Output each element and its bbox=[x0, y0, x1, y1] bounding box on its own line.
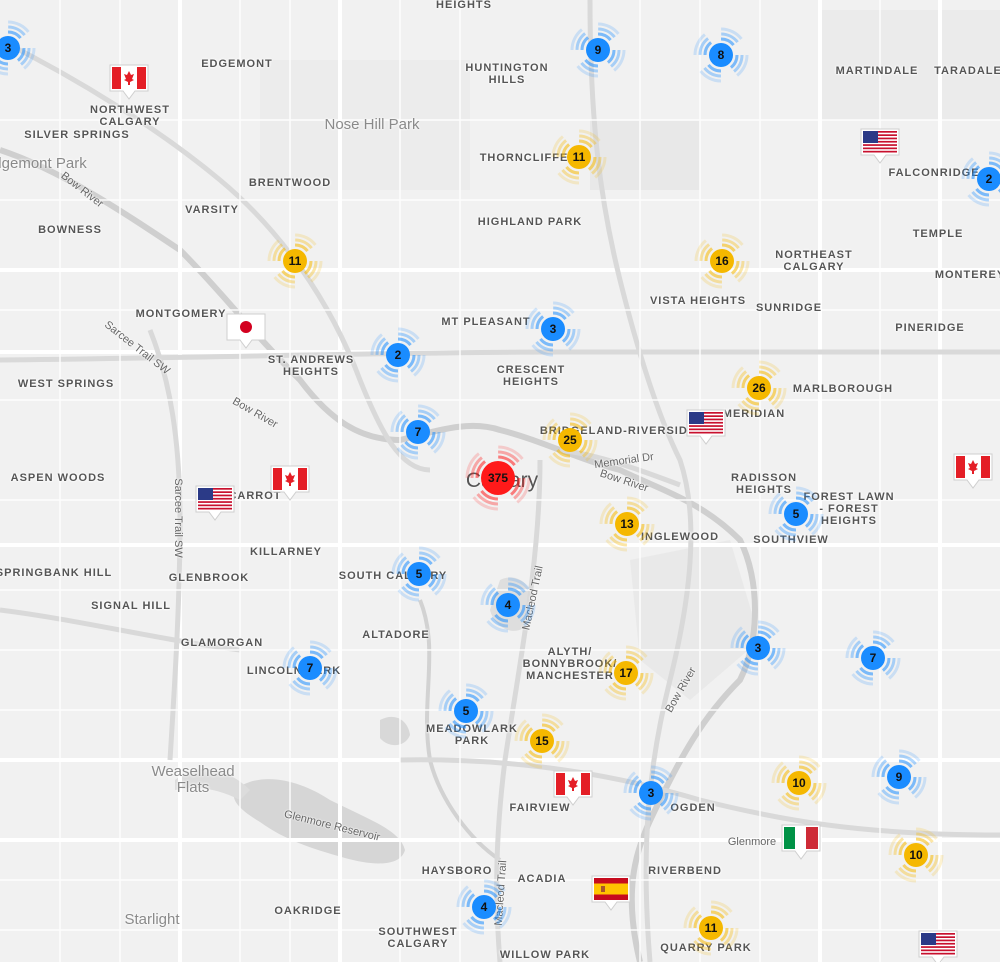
cluster-count: 26 bbox=[752, 381, 766, 395]
flag-marker-italy[interactable] bbox=[781, 824, 821, 866]
cluster-marker[interactable]: 9 bbox=[871, 749, 927, 805]
cluster-count: 15 bbox=[535, 734, 549, 748]
cluster-count: 5 bbox=[462, 704, 470, 718]
cluster-marker[interactable]: 5 bbox=[768, 486, 824, 542]
industrial-area-east bbox=[630, 540, 760, 700]
cluster-count: 3 bbox=[647, 786, 655, 800]
cluster-count: 5 bbox=[792, 507, 800, 521]
cluster-count: 2 bbox=[394, 348, 402, 362]
cluster-marker[interactable]: 10 bbox=[771, 755, 827, 811]
cluster-count: 7 bbox=[306, 661, 314, 675]
cluster-count: 7 bbox=[414, 425, 422, 439]
cluster-marker[interactable]: 17 bbox=[598, 645, 654, 701]
cluster-count: 3 bbox=[754, 641, 762, 655]
cluster-marker[interactable]: 13 bbox=[599, 496, 655, 552]
cluster-count: 11 bbox=[572, 150, 586, 164]
cluster-count: 10 bbox=[909, 848, 923, 862]
cluster-marker[interactable]: 15 bbox=[514, 713, 570, 769]
macleod-trail bbox=[494, 459, 543, 962]
small-water bbox=[380, 716, 410, 746]
cluster-marker[interactable]: 4 bbox=[456, 879, 512, 935]
cluster-count: 4 bbox=[504, 598, 512, 612]
flag-marker-usa[interactable] bbox=[918, 930, 958, 962]
flag-marker-usa[interactable] bbox=[860, 128, 900, 170]
cluster-marker[interactable]: 8 bbox=[693, 27, 749, 83]
cluster-count: 375 bbox=[487, 471, 509, 485]
cluster-marker[interactable]: 7 bbox=[282, 640, 338, 696]
memorial-dr bbox=[559, 447, 681, 488]
flag-marker-canada[interactable] bbox=[109, 64, 149, 106]
flag-marker-spain[interactable] bbox=[591, 875, 631, 917]
cluster-marker[interactable]: 4 bbox=[480, 577, 536, 633]
cluster-marker[interactable]: 3 bbox=[525, 301, 581, 357]
cluster-marker[interactable]: 7 bbox=[845, 630, 901, 686]
cluster-count: 9 bbox=[594, 43, 602, 57]
airport-area bbox=[820, 10, 1000, 120]
flag-marker-japan[interactable] bbox=[226, 313, 266, 355]
industrial-area bbox=[590, 120, 700, 190]
cluster-count: 16 bbox=[715, 254, 729, 268]
16-ave bbox=[0, 349, 1000, 363]
cluster-count: 9 bbox=[895, 770, 903, 784]
cluster-marker[interactable]: 16 bbox=[694, 233, 750, 289]
cluster-marker[interactable]: 3 bbox=[623, 765, 679, 821]
cluster-marker[interactable]: 375 bbox=[463, 443, 533, 513]
cluster-count: 7 bbox=[869, 651, 877, 665]
flag-marker-canada[interactable] bbox=[270, 465, 310, 507]
cluster-count: 5 bbox=[415, 567, 423, 581]
weaselhead-water bbox=[175, 769, 250, 800]
cluster-count: 8 bbox=[717, 48, 725, 62]
cluster-count: 25 bbox=[563, 433, 577, 447]
cluster-marker[interactable]: 11 bbox=[267, 233, 323, 289]
cluster-marker[interactable]: 26 bbox=[731, 360, 787, 416]
crowchild-trail bbox=[0, 37, 431, 473]
flag-marker-canada[interactable] bbox=[553, 770, 593, 812]
cluster-count: 3 bbox=[549, 322, 557, 336]
nose-hill-park-area bbox=[260, 60, 470, 190]
sarcee-trail bbox=[147, 329, 183, 761]
cluster-count: 11 bbox=[704, 921, 718, 935]
cluster-marker[interactable]: 25 bbox=[542, 412, 598, 468]
cluster-marker[interactable]: 11 bbox=[683, 900, 739, 956]
cluster-count: 13 bbox=[620, 517, 634, 531]
cluster-marker[interactable]: 2 bbox=[961, 151, 1000, 207]
cluster-count: 11 bbox=[288, 254, 302, 268]
flag-marker-usa[interactable] bbox=[686, 409, 726, 451]
glenmore-reservoir bbox=[233, 779, 405, 864]
flag-marker-canada[interactable] bbox=[953, 453, 993, 495]
cluster-marker[interactable]: 5 bbox=[391, 546, 447, 602]
cluster-marker[interactable]: 3 bbox=[0, 20, 36, 76]
cluster-marker[interactable]: 3 bbox=[730, 620, 786, 676]
cluster-marker[interactable]: 5 bbox=[438, 683, 494, 739]
cluster-marker[interactable]: 9 bbox=[570, 22, 626, 78]
cluster-marker[interactable]: 7 bbox=[390, 404, 446, 460]
cluster-marker[interactable]: 2 bbox=[370, 327, 426, 383]
cluster-count: 2 bbox=[985, 172, 993, 186]
cluster-count: 17 bbox=[619, 666, 633, 680]
deerfoot-trail bbox=[587, 0, 694, 962]
cluster-count: 4 bbox=[480, 900, 488, 914]
cluster-count: 10 bbox=[792, 776, 806, 790]
cluster-count: 3 bbox=[4, 41, 12, 55]
cluster-marker[interactable]: 10 bbox=[888, 827, 944, 883]
flag-marker-usa[interactable] bbox=[195, 485, 235, 527]
cluster-marker[interactable]: 11 bbox=[551, 129, 607, 185]
